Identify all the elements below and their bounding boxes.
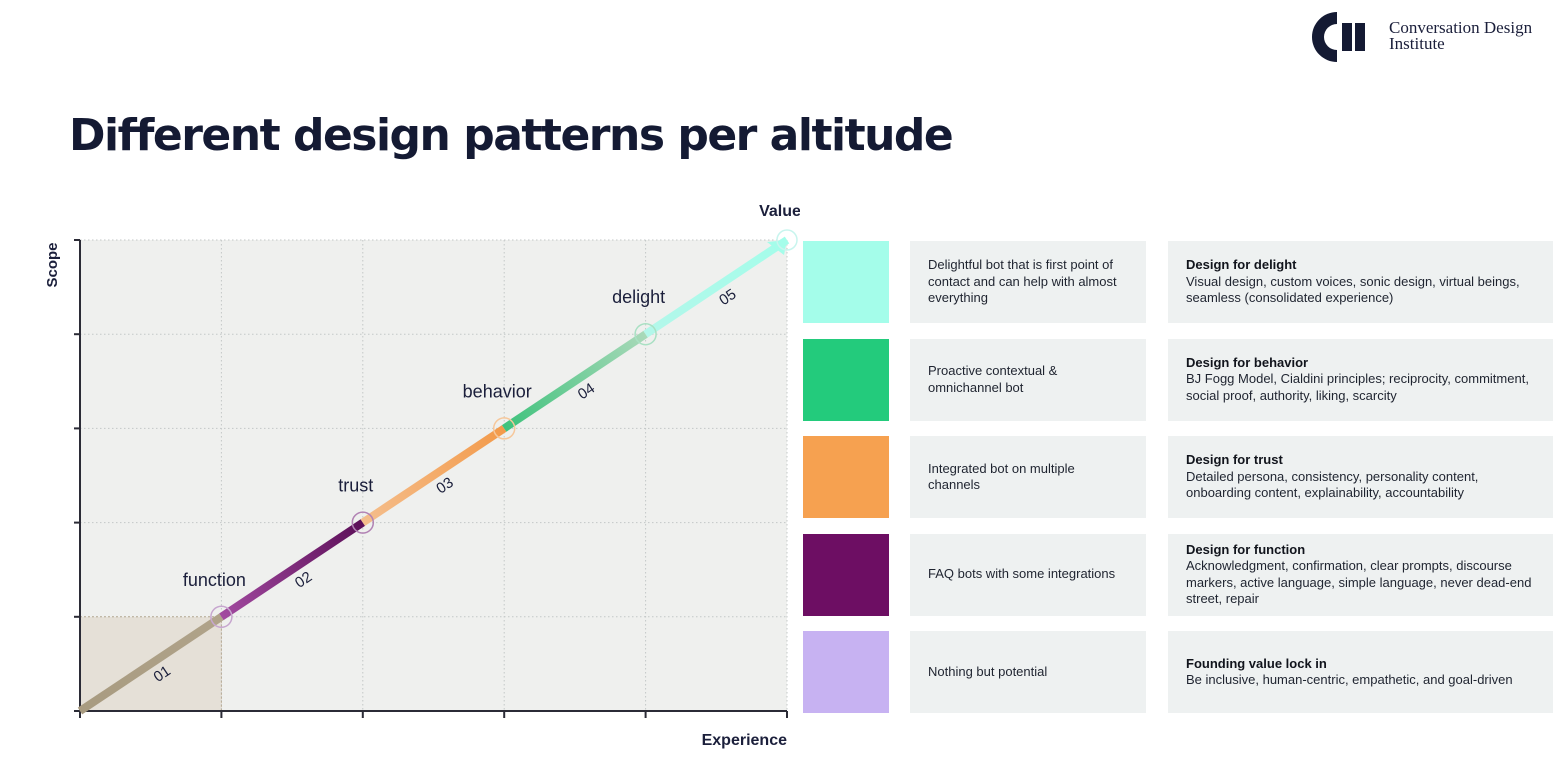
milestone-label-function: function xyxy=(183,570,246,590)
segment-01 xyxy=(77,613,224,715)
chart-grid xyxy=(80,239,788,711)
design-pattern-card: Founding value lock in Be inclusive, huma… xyxy=(1168,631,1553,713)
cdi-logo-icon xyxy=(1311,11,1365,62)
segment-label-05: 05 xyxy=(716,286,739,309)
level-description: Proactive contextual & omnichannel bot xyxy=(910,338,1146,421)
level-description-text: Integrated bot on multiple channels xyxy=(928,460,1075,493)
level-description-text: Proactive contextual & omnichannel bot xyxy=(928,363,1058,395)
milestone-label-trust: trust xyxy=(338,476,373,496)
x-axis-label: Experience xyxy=(702,732,787,749)
level-color-swatch xyxy=(803,533,889,616)
value-marker xyxy=(776,229,798,251)
segment-05 xyxy=(643,236,790,338)
segment-03 xyxy=(360,425,507,526)
pattern-title: Design for function xyxy=(1186,541,1306,557)
level-description: FAQ bots with some integrations xyxy=(910,533,1146,616)
milestone-label-delight: delight xyxy=(612,287,665,307)
segment-label-04: 04 xyxy=(575,380,598,403)
milestone-marker-trust xyxy=(351,511,375,534)
brand-name: Conversation Design Institute xyxy=(1389,18,1533,53)
segment-02 xyxy=(219,519,366,621)
segment-label-03: 03 xyxy=(433,474,456,497)
altitude-chart: 01 02 03 04 05 function trust behavior delight S… xyxy=(44,203,800,749)
pattern-title: Founding value lock in xyxy=(1186,655,1327,671)
value-arrowhead xyxy=(767,240,787,255)
design-pattern-card: Design for function Acknowledgment, confi… xyxy=(1168,533,1553,616)
value-label: Value xyxy=(759,203,800,220)
milestone-label-behavior: behavior xyxy=(463,381,532,401)
segment-label-01: 01 xyxy=(151,662,174,685)
y-axis-label: Scope xyxy=(44,242,61,287)
level-color-swatch xyxy=(803,338,889,421)
page-title: Different design patterns per altitude xyxy=(69,110,954,161)
chart-labels: 01 02 03 04 05 function trust behavior delight xyxy=(151,286,740,686)
design-pattern-card: Design for trust Detailed persona, consis… xyxy=(1168,436,1553,518)
segment-label-02: 02 xyxy=(292,568,315,591)
level-description-text: Nothing but potential xyxy=(928,663,1048,679)
progress-segments xyxy=(77,236,790,715)
brand-logo: Conversation Design Institute xyxy=(1311,10,1551,64)
pattern-title: Design for trust xyxy=(1186,452,1283,468)
level-description: Nothing but potential xyxy=(910,631,1146,713)
milestone-marker-function xyxy=(210,605,233,629)
milestone-marker-behavior xyxy=(492,417,516,440)
pattern-details: Detailed persona, consistency, personali… xyxy=(1186,468,1479,501)
level-color-swatch xyxy=(803,631,889,713)
pattern-details: Visual design, custom voices, sonic desi… xyxy=(1186,273,1520,306)
level-description-text: FAQ bots with some integrations xyxy=(928,566,1116,582)
pattern-details: Be inclusive, human-centric, empathetic,… xyxy=(1186,672,1513,687)
pattern-details: Acknowledgment, confirmation, clear prom… xyxy=(1186,558,1532,606)
pattern-title: Design for delight xyxy=(1186,257,1297,273)
chart-axes xyxy=(74,240,787,712)
design-pattern-card: Design for behavior BJ Fogg Model, Cialdi… xyxy=(1168,338,1553,421)
level-color-swatch xyxy=(803,241,889,323)
level-color-swatch xyxy=(803,436,889,518)
milestone-marker-delight xyxy=(634,322,657,346)
level-description-text: Delightful bot that is first point of co… xyxy=(928,257,1117,306)
pattern-details: BJ Fogg Model, Cialdini principles; reci… xyxy=(1186,371,1529,403)
pattern-title: Design for behavior xyxy=(1186,354,1309,370)
segment-04 xyxy=(501,330,648,432)
axis-ticks xyxy=(74,239,788,718)
design-pattern-card: Design for delight Visual design, custom … xyxy=(1168,241,1553,323)
milestone-markers xyxy=(210,229,798,629)
level-description: Integrated bot on multiple channels xyxy=(910,436,1146,518)
level-description: Delightful bot that is first point of co… xyxy=(910,241,1146,323)
